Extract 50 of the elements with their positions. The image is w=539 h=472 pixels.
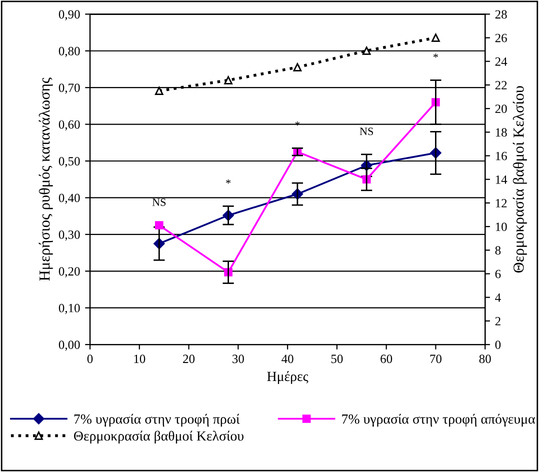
y2-tick-label: 16: [496, 152, 507, 160]
point: [154, 221, 164, 230]
legend-label: 7% υγρασία στην τροφή πρωί: [74, 414, 240, 427]
x-tick-label: 60: [380, 354, 392, 364]
y2-tick-label: 28: [495, 10, 507, 19]
point: [154, 86, 164, 96]
y-tick-label: 0,80: [58, 46, 80, 58]
x-tick-label: 50: [331, 354, 343, 364]
y2-tick-label: 18: [496, 128, 507, 137]
x-axis-title: Ημέρες: [267, 371, 308, 384]
y2-tick-label: 22: [495, 81, 507, 90]
y2-tick-label: 26: [495, 34, 507, 42]
y-tick-label: 0,70: [58, 84, 80, 94]
y-tick-label: 0,50: [58, 157, 80, 168]
x-tick-label: 30: [232, 354, 244, 364]
point: [224, 76, 232, 84]
y2-tick-label: 2: [495, 317, 500, 326]
y-tick-label: 0,20: [58, 267, 80, 278]
y2-tick-label: 6: [495, 270, 501, 278]
legend-label: 7% υγρασία στην τροφή απόγευμα: [342, 414, 535, 427]
x-tick-label: 20: [183, 354, 195, 364]
point: [362, 46, 371, 55]
annotation: NS: [152, 198, 166, 206]
annotation: *: [433, 54, 438, 58]
point: [432, 34, 440, 42]
y-tick-label: 0,60: [58, 120, 80, 131]
y-tick-label: 0,40: [58, 194, 80, 204]
y2-axis-title: Θερμοκρασία βαθμοί Κελσίου: [512, 86, 527, 273]
y2-tick-label: 20: [495, 104, 507, 114]
y2-tick-label: 12: [496, 199, 507, 208]
point: [293, 63, 302, 72]
y-tick-label: 0,30: [58, 230, 80, 241]
y-tick-label: 0,10: [58, 304, 80, 314]
legend-label: Θερμοκρασία βαθμοί Κελσίου: [74, 430, 244, 444]
y-tick-label: 0,00: [58, 340, 80, 351]
x-tick-label: 80: [479, 354, 491, 364]
x-tick-label: 10: [134, 354, 146, 364]
x-tick-label: 70: [430, 354, 442, 364]
y2-tick-label: 24: [495, 57, 508, 66]
y-axis-title: Ημερήσιος ρυθμός κατανάλωσης: [38, 78, 53, 281]
y2-tick-label: 8: [495, 246, 501, 255]
annotation: *: [226, 180, 231, 184]
y-tick-label: 0,90: [58, 10, 80, 20]
x-tick-label: 0: [87, 354, 93, 364]
x-tick-label: 40: [282, 354, 294, 364]
y2-tick-label: 10: [496, 222, 507, 232]
y2-tick-label: 0: [495, 340, 501, 350]
y2-tick-label: 14: [496, 175, 508, 184]
annotation: NS: [360, 128, 373, 136]
y2-tick-label: 4: [495, 293, 501, 302]
